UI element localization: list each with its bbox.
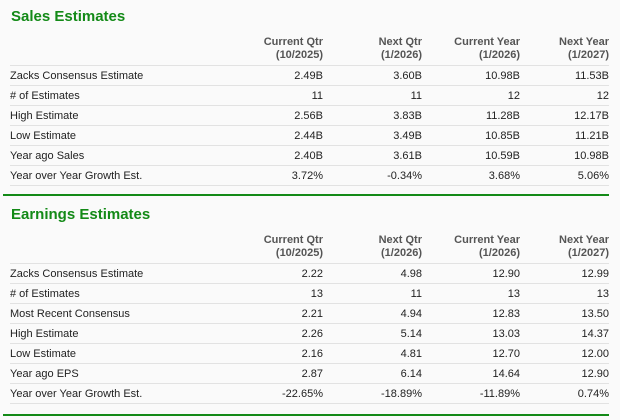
cell-current-qtr: 2.56B <box>226 105 323 126</box>
cell-current-year: 3.68% <box>422 165 520 186</box>
cell-current-qtr: 2.44B <box>226 125 323 146</box>
cell-next-year: 12.90 <box>520 363 609 384</box>
cell-current-qtr: 2.22 <box>226 263 323 284</box>
cell-current-year: 13.03 <box>422 323 520 344</box>
cell-next-year: 13 <box>520 283 609 304</box>
row-label: Low Estimate <box>10 343 226 364</box>
row-label: Zacks Consensus Estimate <box>10 263 226 284</box>
table-row: Year ago EPS 2.87 6.14 14.64 12.90 <box>10 363 609 384</box>
cell-current-year: 12 <box>422 85 520 106</box>
row-label: Low Estimate <box>10 125 226 146</box>
cell-next-qtr: 6.14 <box>323 363 422 384</box>
table-row: # of Estimates 13 11 13 13 <box>10 283 609 304</box>
cell-current-year: 12.83 <box>422 303 520 324</box>
earnings-estimates-title: Earnings Estimates <box>11 206 151 223</box>
cell-current-year: -11.89% <box>422 383 520 404</box>
table-row: High Estimate 2.26 5.14 13.03 14.37 <box>10 323 609 344</box>
cell-next-qtr: 11 <box>323 283 422 304</box>
cell-next-year: 12.99 <box>520 263 609 284</box>
earnings-estimates-table: Current Qtr (10/2025) Next Qtr (1/2026) Cu… <box>10 234 609 404</box>
cell-next-qtr: 3.61B <box>323 145 422 166</box>
header-current-qtr: Current Qtr (10/2025) <box>226 234 323 264</box>
row-label: High Estimate <box>10 323 226 344</box>
row-label: Zacks Consensus Estimate <box>10 65 226 86</box>
table-row: Most Recent Consensus 2.21 4.94 12.83 13… <box>10 303 609 324</box>
cell-current-year: 10.98B <box>422 65 520 86</box>
cell-next-year: 5.06% <box>520 165 609 186</box>
table-row: Year ago Sales 2.40B 3.61B 10.59B 10.98B <box>10 145 609 166</box>
cell-current-qtr: 3.72% <box>226 165 323 186</box>
header-next-qtr: Next Qtr (1/2026) <box>323 234 422 264</box>
cell-current-year: 10.85B <box>422 125 520 146</box>
table-row: Zacks Consensus Estimate 2.22 4.98 12.90… <box>10 263 609 284</box>
cell-current-qtr: 2.16 <box>226 343 323 364</box>
cell-next-year: 13.50 <box>520 303 609 324</box>
cell-current-year: 13 <box>422 283 520 304</box>
cell-current-year: 14.64 <box>422 363 520 384</box>
header-label-cell <box>10 234 226 264</box>
row-label: Year over Year Growth Est. <box>10 165 226 186</box>
row-label: Year ago Sales <box>10 145 226 166</box>
row-label: # of Estimates <box>10 85 226 106</box>
cell-current-qtr: 2.87 <box>226 363 323 384</box>
cell-next-year: 12 <box>520 85 609 106</box>
cell-next-qtr: -18.89% <box>323 383 422 404</box>
cell-next-qtr: 5.14 <box>323 323 422 344</box>
header-label-cell <box>10 36 226 66</box>
cell-next-year: 12.00 <box>520 343 609 364</box>
header-current-year: Current Year (1/2026) <box>422 234 520 264</box>
cell-next-year: 0.74% <box>520 383 609 404</box>
cell-current-qtr: 11 <box>226 85 323 106</box>
cell-next-year: 14.37 <box>520 323 609 344</box>
table-header-row: Current Qtr (10/2025) Next Qtr (1/2026) Cu… <box>10 234 609 264</box>
cell-next-qtr: 4.94 <box>323 303 422 324</box>
cell-current-qtr: 2.40B <box>226 145 323 166</box>
cell-current-qtr: 13 <box>226 283 323 304</box>
cell-current-qtr: 2.49B <box>226 65 323 86</box>
cell-next-qtr: 4.98 <box>323 263 422 284</box>
cell-next-year: 11.21B <box>520 125 609 146</box>
table-row: Year over Year Growth Est. -22.65% -18.8… <box>10 383 609 404</box>
header-current-qtr: Current Qtr (10/2025) <box>226 36 323 66</box>
row-label: Year ago EPS <box>10 363 226 384</box>
table-row: Zacks Consensus Estimate 2.49B 3.60B 10.… <box>10 65 609 86</box>
cell-current-qtr: 2.26 <box>226 323 323 344</box>
table-row: High Estimate 2.56B 3.83B 11.28B 12.17B <box>10 105 609 126</box>
cell-next-year: 12.17B <box>520 105 609 126</box>
cell-next-qtr: -0.34% <box>323 165 422 186</box>
table-header-row: Current Qtr (10/2025) Next Qtr (1/2026) Cu… <box>10 36 609 66</box>
row-label: High Estimate <box>10 105 226 126</box>
table-row: Year over Year Growth Est. 3.72% -0.34% … <box>10 165 609 186</box>
cell-current-year: 12.90 <box>422 263 520 284</box>
sales-estimates-table: Current Qtr (10/2025) Next Qtr (1/2026) Cu… <box>10 36 609 186</box>
sales-estimates-title: Sales Estimates <box>11 8 126 25</box>
header-current-year: Current Year (1/2026) <box>422 36 520 66</box>
header-next-year: Next Year (1/2027) <box>520 36 609 66</box>
table-row: Low Estimate 2.44B 3.49B 10.85B 11.21B <box>10 125 609 146</box>
cell-current-qtr: 2.21 <box>226 303 323 324</box>
section-divider <box>3 194 609 196</box>
row-label: # of Estimates <box>10 283 226 304</box>
table-row: # of Estimates 11 11 12 12 <box>10 85 609 106</box>
cell-next-year: 11.53B <box>520 65 609 86</box>
row-label: Year over Year Growth Est. <box>10 383 226 404</box>
section-divider <box>3 414 609 416</box>
cell-next-qtr: 3.49B <box>323 125 422 146</box>
header-next-year: Next Year (1/2027) <box>520 234 609 264</box>
cell-next-year: 10.98B <box>520 145 609 166</box>
cell-current-year: 12.70 <box>422 343 520 364</box>
cell-current-qtr: -22.65% <box>226 383 323 404</box>
row-label: Most Recent Consensus <box>10 303 226 324</box>
header-next-qtr: Next Qtr (1/2026) <box>323 36 422 66</box>
cell-next-qtr: 3.60B <box>323 65 422 86</box>
cell-next-qtr: 4.81 <box>323 343 422 364</box>
cell-current-year: 11.28B <box>422 105 520 126</box>
table-row: Low Estimate 2.16 4.81 12.70 12.00 <box>10 343 609 364</box>
cell-next-qtr: 3.83B <box>323 105 422 126</box>
cell-next-qtr: 11 <box>323 85 422 106</box>
cell-current-year: 10.59B <box>422 145 520 166</box>
